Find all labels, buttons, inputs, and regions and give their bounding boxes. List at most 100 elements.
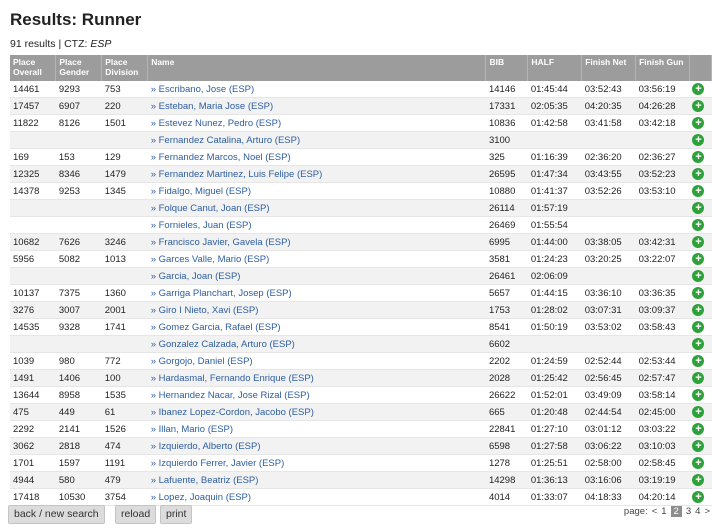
plus-icon[interactable]: + xyxy=(692,202,705,214)
runner-name-cell: » Giro I Nieto, Xavi (ESP) xyxy=(147,301,486,319)
pagination-page[interactable]: 2 xyxy=(670,506,682,517)
table-row: 1701 1597 1191» Izquierdo Ferrer, Javier (… xyxy=(10,454,712,472)
runner-name-link[interactable]: » Folque Canut, Joan (ESP) xyxy=(150,202,270,214)
plus-icon[interactable]: + xyxy=(692,151,705,163)
runner-name-link[interactable]: » Hernandez Nacar, Jose Rizal (ESP) xyxy=(150,389,310,401)
pagination-page[interactable]: 4 xyxy=(695,506,701,517)
table-cell: 5657 xyxy=(485,284,528,302)
add-cell: + xyxy=(689,488,712,506)
table-cell xyxy=(635,335,690,353)
plus-icon[interactable]: + xyxy=(692,304,705,316)
runner-name-link[interactable]: » Fernandez Catalina, Arturo (ESP) xyxy=(150,134,301,146)
runner-name-link[interactable]: » Ibanez Lopez-Cordon, Jacobo (ESP) xyxy=(150,406,314,418)
table-cell: 14378 xyxy=(10,182,56,200)
plus-icon[interactable]: + xyxy=(692,440,705,452)
plus-icon[interactable]: + xyxy=(692,83,705,95)
runner-name-link[interactable]: » Garcia, Joan (ESP) xyxy=(150,270,241,282)
runner-name-link[interactable]: » Francisco Javier, Gavela (ESP) xyxy=(150,236,291,248)
runner-name-link[interactable]: » Gorgojo, Daniel (ESP) xyxy=(150,355,253,367)
runner-name-link[interactable]: » Izquierdo, Alberto (ESP) xyxy=(150,440,261,452)
pagination-next[interactable]: > xyxy=(704,506,710,517)
runner-name-link[interactable]: » Estevez Nunez, Pedro (ESP) xyxy=(150,117,282,129)
runner-name-link[interactable]: » Escribano, Jose (ESP) xyxy=(150,83,255,95)
plus-icon[interactable]: + xyxy=(692,372,705,384)
print-button[interactable]: print xyxy=(160,505,193,524)
runner-name-link[interactable]: » Izquierdo Ferrer, Javier (ESP) xyxy=(150,457,285,469)
runner-name-link[interactable]: » Esteban, Maria Jose (ESP) xyxy=(150,100,274,112)
runner-name-link[interactable]: » Hardasmal, Fernando Enrique (ESP) xyxy=(150,372,314,384)
table-row: 14378 9253 1345» Fidalgo, Miguel (ESP) 1088… xyxy=(10,182,712,200)
plus-icon[interactable]: + xyxy=(692,270,705,282)
add-cell: + xyxy=(689,199,712,217)
table-cell: 01:52:01 xyxy=(527,386,582,404)
plus-icon[interactable]: + xyxy=(692,338,705,350)
plus-icon[interactable]: + xyxy=(692,423,705,435)
table-cell xyxy=(10,199,56,217)
table-cell: 1345 xyxy=(101,182,148,200)
plus-icon[interactable]: + xyxy=(692,457,705,469)
table-cell: 1039 xyxy=(10,352,56,370)
runner-name-link[interactable]: » Giro I Nieto, Xavi (ESP) xyxy=(150,304,259,316)
table-cell: 02:05:35 xyxy=(527,97,582,115)
plus-icon[interactable]: + xyxy=(692,491,705,503)
plus-icon[interactable]: + xyxy=(692,355,705,367)
runner-name-link[interactable]: » Gonzalez Calzada, Arturo (ESP) xyxy=(150,338,295,350)
column-header: Place Overall xyxy=(10,55,57,81)
back-new-search-button[interactable]: back / new search xyxy=(8,505,105,524)
add-cell: + xyxy=(689,284,712,302)
plus-icon[interactable]: + xyxy=(692,236,705,248)
table-cell: 100 xyxy=(101,369,148,387)
runner-name-cell: » Escribano, Jose (ESP) xyxy=(147,81,486,98)
table-cell xyxy=(55,216,102,234)
column-header: BIB xyxy=(485,55,529,81)
plus-icon[interactable]: + xyxy=(692,321,705,333)
table-cell: 1479 xyxy=(101,165,148,183)
plus-icon[interactable]: + xyxy=(692,389,705,401)
plus-icon[interactable]: + xyxy=(692,474,705,486)
plus-icon[interactable]: + xyxy=(692,134,705,146)
table-row: » Gonzalez Calzada, Arturo (ESP) 6602 + xyxy=(10,335,712,353)
plus-icon[interactable]: + xyxy=(692,100,705,112)
runner-name-link[interactable]: » Illan, Mario (ESP) xyxy=(150,423,234,435)
runner-name-link[interactable]: » Fidalgo, Miguel (ESP) xyxy=(150,185,252,197)
runner-name-link[interactable]: » Lopez, Joaquin (ESP) xyxy=(150,491,252,503)
column-header: Name xyxy=(147,55,487,81)
runner-name-link[interactable]: » Lafuente, Beatriz (ESP) xyxy=(150,474,259,486)
table-cell: 8346 xyxy=(55,165,102,183)
plus-icon[interactable]: + xyxy=(692,287,705,299)
table-cell: 03:52:43 xyxy=(581,81,636,98)
table-cell: 6598 xyxy=(485,437,528,455)
table-cell: 03:10:03 xyxy=(635,437,690,455)
runner-name-cell: » Fornieles, Juan (ESP) xyxy=(147,216,486,234)
runner-name-link[interactable]: » Fernandez Martinez, Luis Felipe (ESP) xyxy=(150,168,323,180)
pagination-page[interactable]: 3 xyxy=(685,506,692,517)
table-row: 475 449 61» Ibanez Lopez-Cordon, Jacobo (E… xyxy=(10,403,712,421)
add-cell: + xyxy=(689,131,712,149)
pagination-page[interactable]: 1 xyxy=(661,506,667,517)
table-cell: 03:56:19 xyxy=(635,81,690,98)
table-cell: 03:20:25 xyxy=(581,250,636,268)
runner-name-link[interactable]: » Fornieles, Juan (ESP) xyxy=(150,219,252,231)
plus-icon[interactable]: + xyxy=(692,406,705,418)
column-header: Place Division xyxy=(101,55,149,81)
runner-name-link[interactable]: » Garriga Planchart, Josep (ESP) xyxy=(150,287,292,299)
table-cell: 02:58:00 xyxy=(581,454,636,472)
table-cell: 2028 xyxy=(485,369,528,387)
plus-icon[interactable]: + xyxy=(692,185,705,197)
runner-name-cell: » Hernandez Nacar, Jose Rizal (ESP) xyxy=(147,386,486,404)
runner-name-link[interactable]: » Gomez Garcia, Rafael (ESP) xyxy=(150,321,281,333)
table-cell xyxy=(527,131,582,149)
plus-icon[interactable]: + xyxy=(692,219,705,231)
add-cell: + xyxy=(689,471,712,489)
table-cell xyxy=(55,131,102,149)
plus-icon[interactable]: + xyxy=(692,253,705,265)
reload-button[interactable]: reload xyxy=(115,505,157,524)
table-row: 2292 2141 1526» Illan, Mario (ESP) 22841 01:… xyxy=(10,420,712,438)
runner-name-link[interactable]: » Fernandez Marcos, Noel (ESP) xyxy=(150,151,291,163)
plus-icon[interactable]: + xyxy=(692,117,705,129)
plus-icon[interactable]: + xyxy=(692,168,705,180)
table-cell: 9328 xyxy=(55,318,102,336)
table-cell: 14535 xyxy=(10,318,56,336)
runner-name-link[interactable]: » Garces Valle, Mario (ESP) xyxy=(150,253,270,265)
pagination-prev[interactable]: < xyxy=(651,506,658,517)
